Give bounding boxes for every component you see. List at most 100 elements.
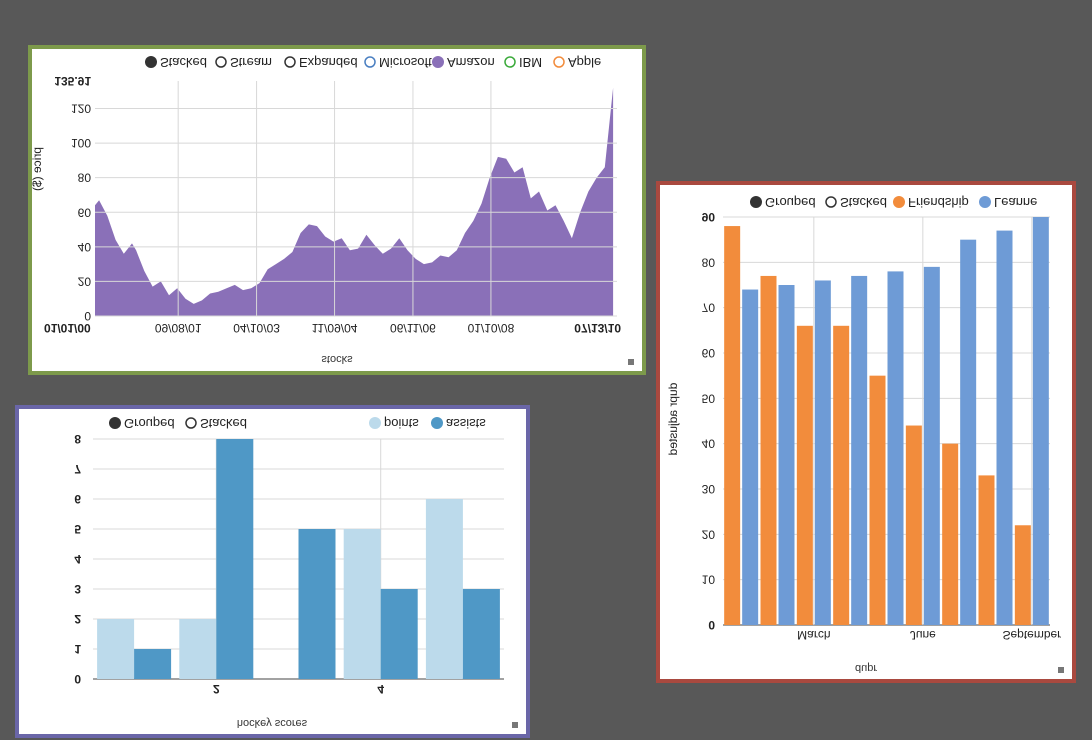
legend-points-toggle[interactable]: points bbox=[369, 416, 419, 431]
dupr-y-tick-80: 80 bbox=[702, 255, 716, 269]
dupr-y-axis-label: dupr adjusted bbox=[666, 383, 680, 456]
dupr-y-tick-10: 10 bbox=[702, 573, 716, 587]
legend-stacked-toggle[interactable]: Stacked bbox=[825, 195, 887, 210]
dupr-bar-Friendship-Jun bbox=[905, 425, 922, 625]
dupr-y-tick-30: 30 bbox=[702, 482, 716, 496]
hockey-resize-handle[interactable] bbox=[512, 722, 518, 728]
hockey-title: hockey scores bbox=[237, 717, 308, 729]
dupr-x-tick-0: March bbox=[797, 628, 830, 642]
dupr-title: dupr bbox=[855, 662, 877, 674]
dupr-bar-Leanne-Mar bbox=[814, 280, 831, 625]
dupr-y-tick-0: 0 bbox=[708, 618, 715, 632]
stocks-x-tick-5: 01/10/08 bbox=[468, 321, 515, 335]
dupr-bar-Friendship-Apr bbox=[833, 325, 850, 625]
legend-grouped-marker bbox=[109, 417, 121, 429]
stocks-chart: stocks 0 20 40 60 80 100 120 135.91 01/01/00 09/0… bbox=[32, 55, 634, 365]
stocks-flipped-view: stocks 0 20 40 60 80 100 120 135.91 01/01/00 09/0… bbox=[32, 49, 642, 371]
hockey-bar-points-2 bbox=[179, 619, 217, 679]
legend-expanded-marker bbox=[284, 56, 296, 68]
stocks-x-tick-2: 04/10/03 bbox=[233, 321, 280, 335]
legend-stacked-toggle[interactable]: Stacked bbox=[145, 55, 207, 70]
legend-grouped-toggle[interactable]: Grouped bbox=[750, 195, 816, 210]
dupr-flipped-view: dupr 0 10 20 30 40 50 60 70 80 90 March June Septemb… bbox=[660, 185, 1072, 679]
legend-grouped-label: Grouped bbox=[765, 195, 816, 210]
dupr-x-tick-1: June bbox=[910, 628, 936, 642]
legend-ibm-label: IBM bbox=[519, 55, 542, 70]
legend-assists-toggle[interactable]: assists bbox=[431, 416, 486, 431]
hockey-y-tick-0: 0 bbox=[74, 672, 81, 686]
legend-grouped-toggle[interactable]: Grouped bbox=[109, 416, 175, 431]
hockey-bar-points-4 bbox=[343, 529, 381, 679]
legend-amazon-toggle[interactable]: Amazon bbox=[432, 55, 495, 70]
stocks-panel: stocks 0 20 40 60 80 100 120 135.91 01/01/00 09/0… bbox=[28, 45, 646, 375]
legend-stacked-label: Stacked bbox=[160, 55, 207, 70]
dupr-panel: dupr 0 10 20 30 40 50 60 70 80 90 March June Septemb… bbox=[656, 181, 1076, 683]
dupr-y-tick-20: 20 bbox=[702, 527, 716, 541]
legend-ibm-toggle[interactable]: IBM bbox=[504, 55, 542, 70]
legend-friendship-marker bbox=[893, 196, 905, 208]
dupr-bar-Friendship-Jul bbox=[942, 443, 959, 625]
dupr-chart: dupr 0 10 20 30 40 50 60 70 80 90 March June Septemb… bbox=[666, 195, 1064, 674]
hockey-x-tick-0: 2 bbox=[213, 682, 220, 696]
legend-leanne-marker bbox=[979, 196, 991, 208]
hockey-y-tick-1: 1 bbox=[74, 642, 81, 656]
stocks-y-max-label: 135.91 bbox=[54, 74, 91, 88]
legend-stacked-label: Stacked bbox=[200, 416, 247, 431]
dupr-bar-Leanne-Jan bbox=[742, 289, 759, 625]
dupr-bar-Leanne-Jun bbox=[923, 266, 940, 625]
stocks-y-tick-60: 60 bbox=[78, 205, 92, 219]
legend-expanded-toggle[interactable]: Expanded bbox=[284, 55, 358, 70]
legend-apple-toggle[interactable]: Apple bbox=[553, 55, 601, 70]
legend-stream-label: Stream bbox=[230, 55, 272, 70]
dupr-y-tick-60: 60 bbox=[702, 346, 716, 360]
hockey-legend: Grouped Stacked points assists bbox=[109, 416, 486, 431]
dupr-y-tick-50: 50 bbox=[702, 391, 716, 405]
legend-stacked-marker bbox=[145, 56, 157, 68]
legend-stacked-toggle[interactable]: Stacked bbox=[185, 416, 247, 431]
legend-microsoft-toggle[interactable]: Microsoft bbox=[364, 55, 432, 70]
legend-friendship-label: Friendship bbox=[908, 195, 969, 210]
legend-ibm-marker bbox=[504, 56, 516, 68]
legend-amazon-label: Amazon bbox=[447, 55, 495, 70]
dupr-bar-Friendship-May bbox=[869, 375, 886, 625]
hockey-y-tick-5: 5 bbox=[74, 522, 81, 536]
dupr-y-tick-70: 70 bbox=[702, 301, 716, 315]
dupr-bar-Friendship-Feb bbox=[760, 275, 777, 625]
legend-microsoft-label: Microsoft bbox=[379, 55, 432, 70]
hockey-y-tick-8: 8 bbox=[74, 432, 81, 446]
legend-leanne-toggle[interactable]: Leanne bbox=[979, 195, 1037, 210]
dupr-y-tick-40: 40 bbox=[702, 437, 716, 451]
dupr-bar-Friendship-Aug bbox=[978, 475, 995, 625]
amazon-area-series bbox=[95, 87, 614, 316]
stocks-y-tick-40: 40 bbox=[78, 240, 92, 254]
dupr-legend: Grouped Stacked Friendship Leanne bbox=[750, 195, 1037, 210]
legend-points-label: points bbox=[384, 416, 419, 431]
stocks-x-tick-0: 01/01/00 bbox=[44, 321, 91, 335]
stocks-resize-handle[interactable] bbox=[628, 359, 634, 365]
legend-stream-marker bbox=[215, 56, 227, 68]
legend-leanne-label: Leanne bbox=[994, 195, 1037, 210]
stocks-y-tick-0: 0 bbox=[84, 309, 91, 323]
stocks-x-tick-1: 09/08/01 bbox=[155, 321, 202, 335]
legend-grouped-marker bbox=[750, 196, 762, 208]
legend-assists-label: assists bbox=[446, 416, 486, 431]
dupr-bar-Friendship-Jan bbox=[724, 226, 741, 625]
hockey-y-tick-7: 7 bbox=[74, 462, 81, 476]
hockey-bar-points-5 bbox=[425, 499, 463, 679]
stocks-y-axis-label: price ($) bbox=[32, 147, 44, 191]
legend-friendship-toggle[interactable]: Friendship bbox=[893, 195, 969, 210]
legend-stream-toggle[interactable]: Stream bbox=[215, 55, 272, 70]
stocks-x-tick-6: 07/13/10 bbox=[574, 321, 621, 335]
legend-stacked-label: Stacked bbox=[840, 195, 887, 210]
dupr-bar-Leanne-Sep bbox=[1032, 217, 1049, 625]
stocks-x-tick-4: 06/11/06 bbox=[390, 321, 436, 335]
legend-assists-marker bbox=[431, 417, 443, 429]
legend-stacked-marker bbox=[185, 417, 197, 429]
hockey-bar-assists-3 bbox=[298, 529, 336, 679]
legend-grouped-label: Grouped bbox=[124, 416, 175, 431]
dupr-resize-handle[interactable] bbox=[1058, 667, 1064, 673]
hockey-chart: hockey scores 0 1 2 3 4 5 6 7 8 2 4 Grouped Stacke… bbox=[74, 416, 518, 729]
hockey-bar-assists-2 bbox=[216, 439, 254, 679]
legend-apple-marker bbox=[553, 56, 565, 68]
hockey-y-tick-4: 4 bbox=[74, 552, 81, 566]
